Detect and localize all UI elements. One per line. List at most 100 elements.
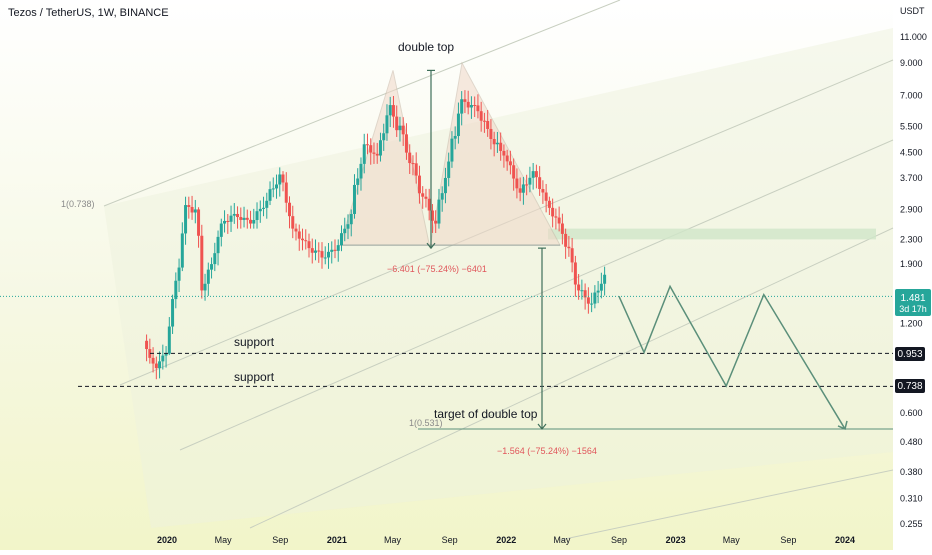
candle-body — [421, 193, 425, 197]
candle-body — [281, 174, 285, 183]
candle-body — [177, 267, 181, 281]
candle-body — [158, 361, 162, 369]
current-price-value: 1.481 — [900, 293, 925, 304]
candle-body — [171, 299, 175, 327]
candle-body — [577, 284, 581, 291]
candle-body — [450, 138, 454, 162]
time-tick-1: May — [215, 535, 233, 545]
support-upper-label: support — [234, 335, 275, 349]
candle-body — [547, 200, 551, 208]
double-top-label: double top — [398, 40, 454, 54]
candle-body — [154, 363, 158, 369]
support-1-price-tag: 0.953 — [895, 347, 925, 361]
support-lower-label: support — [234, 370, 275, 384]
candle-body — [190, 206, 194, 213]
candle-body — [564, 233, 568, 247]
candle-body — [258, 208, 262, 212]
candle-body — [226, 220, 230, 222]
candle-body — [417, 175, 421, 194]
candle-body — [346, 224, 350, 229]
price-tick-0: 11.000 — [900, 32, 927, 42]
candle-body — [330, 249, 334, 252]
measure-layer — [426, 69, 547, 430]
candle-body — [187, 205, 191, 207]
candle-body — [323, 257, 327, 259]
candle-body — [362, 144, 366, 164]
support-2-price-tag: 0.738 — [895, 379, 925, 393]
candle-body — [538, 177, 542, 190]
zone-layer — [548, 228, 876, 240]
candle-body — [369, 145, 373, 153]
candle-body — [437, 199, 441, 224]
candle-body — [174, 280, 178, 300]
pattern-layer — [339, 61, 561, 249]
candle-body — [245, 217, 249, 220]
candle-body — [320, 251, 324, 258]
candle-body — [249, 219, 253, 224]
current-price-tag-bg — [895, 289, 931, 316]
candle-body — [486, 120, 490, 129]
candle-body — [375, 153, 379, 156]
candle-body — [164, 353, 168, 356]
candle-body — [275, 184, 279, 189]
candle-body — [148, 349, 152, 358]
candle-body — [424, 196, 428, 199]
candle-body — [447, 161, 451, 178]
candle-body — [492, 139, 496, 145]
channel-line-0 — [103, 0, 621, 207]
current-price-tag: 1.481 3d 17h — [895, 289, 931, 316]
candle-body — [288, 202, 292, 217]
candle-body — [391, 105, 395, 117]
candle-body — [466, 101, 470, 108]
candle-body — [206, 269, 210, 284]
time-tick-12: 2024 — [835, 535, 855, 545]
candle-body — [414, 163, 418, 176]
candle-body — [551, 207, 555, 217]
candle-body — [505, 155, 509, 162]
candles-layer — [145, 90, 607, 380]
measure-top-arrowhead — [426, 242, 436, 250]
candle-body — [476, 105, 480, 112]
support-1-value: 0.953 — [897, 349, 922, 360]
candle-body — [252, 220, 256, 224]
time-tick-11: Sep — [780, 535, 796, 545]
time-tick-10: May — [723, 535, 741, 545]
candle-body — [502, 150, 506, 156]
candle-body — [473, 105, 477, 107]
price-tick-12: 0.380 — [900, 467, 923, 477]
candle-body — [580, 290, 584, 292]
price-tick-9: 1.200 — [900, 319, 923, 329]
candle-body — [518, 188, 522, 193]
target-label: target of double top — [434, 407, 538, 421]
candle-body — [232, 213, 236, 216]
price-tick-3: 5.500 — [900, 122, 923, 132]
candle-body — [297, 231, 301, 239]
candle-body — [336, 245, 340, 251]
price-tick-14: 0.255 — [900, 519, 923, 529]
candle-body — [184, 205, 188, 234]
candle-body — [219, 223, 223, 237]
candle-body — [310, 248, 314, 253]
candle-body — [583, 290, 587, 298]
countdown-value: 3d 17h — [899, 304, 927, 314]
candle-body — [365, 144, 369, 146]
candle-body — [554, 216, 558, 218]
price-axis[interactable]: USDT 11.000 9.000 7.000 5.500 4.500 3.700 2.90… — [900, 6, 927, 529]
fib-lower-label: 1(0.531) — [409, 418, 443, 428]
candle-body — [284, 182, 288, 203]
time-axis[interactable]: 2020 May Sep 2021 May Sep 2022 May Sep 2023 May Sep… — [157, 535, 855, 545]
candle-body — [411, 163, 415, 165]
time-tick-0: 2020 — [157, 535, 177, 545]
time-tick-9: 2023 — [666, 535, 686, 545]
channel-band — [104, 28, 893, 528]
candle-body — [398, 125, 402, 131]
resistance-zone — [548, 228, 876, 240]
candle-body — [557, 217, 561, 224]
support-2-value: 0.738 — [897, 381, 922, 392]
candle-body — [349, 213, 353, 225]
price-tick-10: 0.600 — [900, 408, 923, 418]
price-tick-11: 0.480 — [900, 437, 923, 447]
candle-body — [599, 283, 603, 291]
